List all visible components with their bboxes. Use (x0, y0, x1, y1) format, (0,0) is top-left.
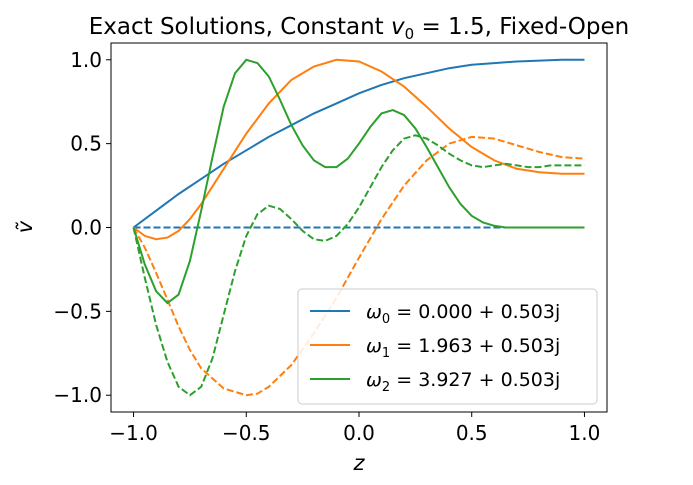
legend-box (297, 288, 598, 405)
x-tick-label: −1.0 (109, 421, 158, 445)
x-tick-label: 0.5 (456, 421, 488, 445)
chart-title-var: v (391, 14, 405, 40)
legend-item-0: ω0 = 0.000 + 0.503j (310, 301, 560, 327)
legend-label: ω2 = 3.927 + 0.503j (366, 369, 560, 395)
y-tick-label: −0.5 (53, 299, 102, 323)
chart-title-sub: 0 (405, 25, 415, 43)
y-tick-label: 0.5 (70, 132, 102, 156)
x-tick-label: −0.5 (222, 421, 271, 445)
series-2-imag-line (132, 134, 585, 397)
legend: ω0 = 0.000 + 0.503j ω1 = 1.963 + 0.503j ω2… (297, 288, 598, 405)
chart-title: Exact Solutions, Constant v0 = 1.5, Fixe… (89, 14, 629, 43)
axis-layer: −1.0 −0.5 0.0 0.5 1.0 −1.0 −0.5 0.0 0.5 1.0 (53, 42, 608, 445)
x-axis-label: z (352, 451, 365, 475)
series-2-real-line (132, 58, 585, 305)
chart-title-suffix: = 1.5, Fixed-Open (414, 14, 629, 40)
y-tick-label: 0.0 (70, 216, 102, 240)
x-tick-label: 1.0 (569, 421, 601, 445)
chart-title-prefix: Exact Solutions, Constant (89, 14, 391, 40)
y-tick-label: −1.0 (53, 383, 102, 407)
y-tick-label: 1.0 (70, 48, 102, 72)
series-2 (132, 58, 585, 397)
legend-label: ω1 = 1.963 + 0.503j (366, 335, 560, 361)
legend-item-1: ω1 = 1.963 + 0.503j (310, 335, 560, 361)
x-tick-label: 0.0 (343, 421, 375, 445)
legend-label: ω0 = 0.000 + 0.503j (366, 301, 560, 327)
series-1-real-line (132, 58, 585, 241)
legend-item-2: ω2 = 3.927 + 0.503j (310, 369, 560, 395)
y-axis-label: ṽ (13, 220, 37, 233)
